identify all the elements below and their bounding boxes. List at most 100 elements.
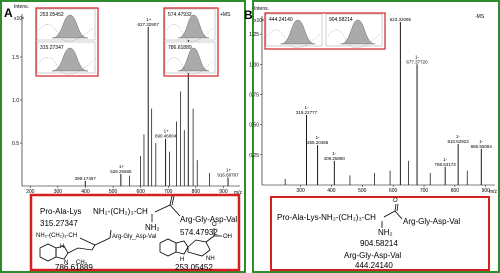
text: NH₂-(CH₂)₃-CH (93, 207, 148, 216)
text: 444.24140 (355, 261, 393, 270)
charge-label: 1- (456, 134, 461, 139)
inset-peak (340, 19, 376, 45)
structure-box-b (270, 196, 490, 271)
x-tick-label: 900 (482, 188, 491, 194)
inset-box (264, 12, 386, 50)
panel-label: A (4, 6, 13, 20)
peak-label: 399.17457 (75, 176, 97, 181)
panel-label: B (244, 8, 253, 22)
y-scale: x10⁸ (254, 18, 264, 24)
charge-label: 1- (316, 135, 321, 140)
text: CH₃ (76, 260, 88, 266)
y-tick-label: 1.25 (249, 32, 259, 38)
x-title: m/z (234, 190, 243, 196)
charge-label: 1- (305, 105, 310, 110)
x-tick-label: 500 (109, 189, 118, 195)
text: 574.47932 (180, 228, 218, 237)
inset-trace (166, 57, 214, 75)
x-tick-label: 700 (420, 188, 429, 194)
x-tick-label: 200 (26, 189, 35, 195)
text: Pro-Ala-Lys-NH₂-(CH₂)₃-CH (277, 213, 376, 222)
peak-label: 810.52923 (447, 139, 469, 144)
text: N (64, 260, 68, 266)
text: 253.05452 (175, 263, 213, 272)
inset-label: 315.27347 (40, 45, 64, 51)
x-tick-label: 300 (54, 189, 63, 195)
text: Arg-Gly_Asp-Val (112, 234, 156, 240)
y-title: Intens. (254, 6, 269, 12)
x-tick-label: 600 (389, 188, 398, 194)
peak-label: 528.25686 (110, 169, 132, 174)
mode: -MS (475, 14, 485, 20)
x-tick-label: 900 (219, 189, 228, 195)
inset-label: 444.24140 (269, 17, 293, 23)
text: Arg-Gly-Asp-Val (344, 251, 401, 260)
y-tick-label: 1.5 (12, 55, 19, 61)
y-scale: x10⁸ (14, 16, 24, 22)
charge-label: 1+ (164, 129, 170, 134)
text: H (60, 244, 64, 250)
charge-label: 1- (443, 157, 448, 162)
x-title: m/z (489, 189, 498, 195)
charge-label: 1- (415, 54, 420, 59)
inset-trace (38, 24, 94, 42)
inset-box (163, 7, 219, 77)
text: NH₂ (145, 223, 160, 232)
peak-label: 623.32095 (390, 17, 412, 22)
x-tick-label: 800 (451, 188, 460, 194)
peak-label: 319.22777 (296, 110, 318, 115)
y-tick-label: 0.25 (249, 153, 259, 159)
x-tick-label: 400 (327, 188, 336, 194)
text: Pro-Ala-Lys (40, 207, 82, 216)
y-tick-label: 1.00 (249, 62, 259, 68)
text: NH₂-(CH₂)₃-CH (36, 233, 77, 239)
inset-label: 253.05452 (40, 12, 64, 18)
peak-label: 768.53173 (435, 162, 457, 167)
structures-a: Pro-Ala-Lys 315.27347 NH₂-(CH₂)₃-CH NH₂ … (36, 195, 237, 272)
inset-label: 786.61889 (168, 45, 192, 51)
y-title: Intens. (14, 4, 29, 10)
inset-peak (280, 19, 316, 45)
y-tick-label: 0.50 (249, 123, 259, 129)
inset-peak (177, 47, 210, 72)
peak-label: 690.46004 (155, 134, 177, 139)
peak-label: 627.32907 (138, 22, 160, 27)
text: O (393, 198, 398, 204)
text: Arg-Gly-Asp-Val (180, 215, 237, 224)
x-tick-label: 600 (136, 189, 145, 195)
peak-label: 409.25890 (324, 156, 346, 161)
charge-label: 1- (479, 139, 484, 144)
inset-box (35, 7, 99, 77)
text: 786.61889 (55, 263, 93, 272)
charge-label: 1+ (226, 167, 232, 172)
y-tick-label: 1.0 (12, 98, 19, 104)
peak-label: 885.55084 (471, 144, 493, 149)
text: OH (223, 234, 232, 240)
charge-label: 1- (332, 151, 337, 156)
text: NH (206, 256, 215, 262)
text: O (212, 222, 217, 228)
x-tick-label: 300 (296, 188, 305, 194)
x-tick-label: 400 (81, 189, 90, 195)
text: H (180, 257, 184, 263)
y-tick-label: 0.5 (12, 141, 19, 147)
structures-b: Pro-Ala-Lys-NH₂-(CH₂)₃-CH O Arg-Gly-Asp-… (277, 198, 460, 270)
peak-label: 677.37720 (406, 59, 428, 64)
inset-label: 904.58214 (329, 17, 353, 23)
peak-label: 355.20485 (307, 140, 329, 145)
structure-box-a (29, 193, 241, 272)
text: 904.58214 (360, 239, 398, 248)
y-tick-label: 0.75 (249, 92, 259, 98)
mode: +MS (220, 12, 231, 18)
x-tick-label: 500 (358, 188, 367, 194)
inset-label: 574.47932 (168, 12, 192, 18)
x-tick-label: 800 (192, 189, 201, 195)
inset-trace (166, 24, 214, 42)
text: 315.27347 (40, 219, 78, 228)
inset-trace (38, 57, 94, 75)
charge-label: 1+ (119, 164, 125, 169)
peak-label: 916.68787 (217, 172, 239, 177)
inset-peak (177, 14, 210, 39)
x-tick-label: 700 (164, 189, 173, 195)
